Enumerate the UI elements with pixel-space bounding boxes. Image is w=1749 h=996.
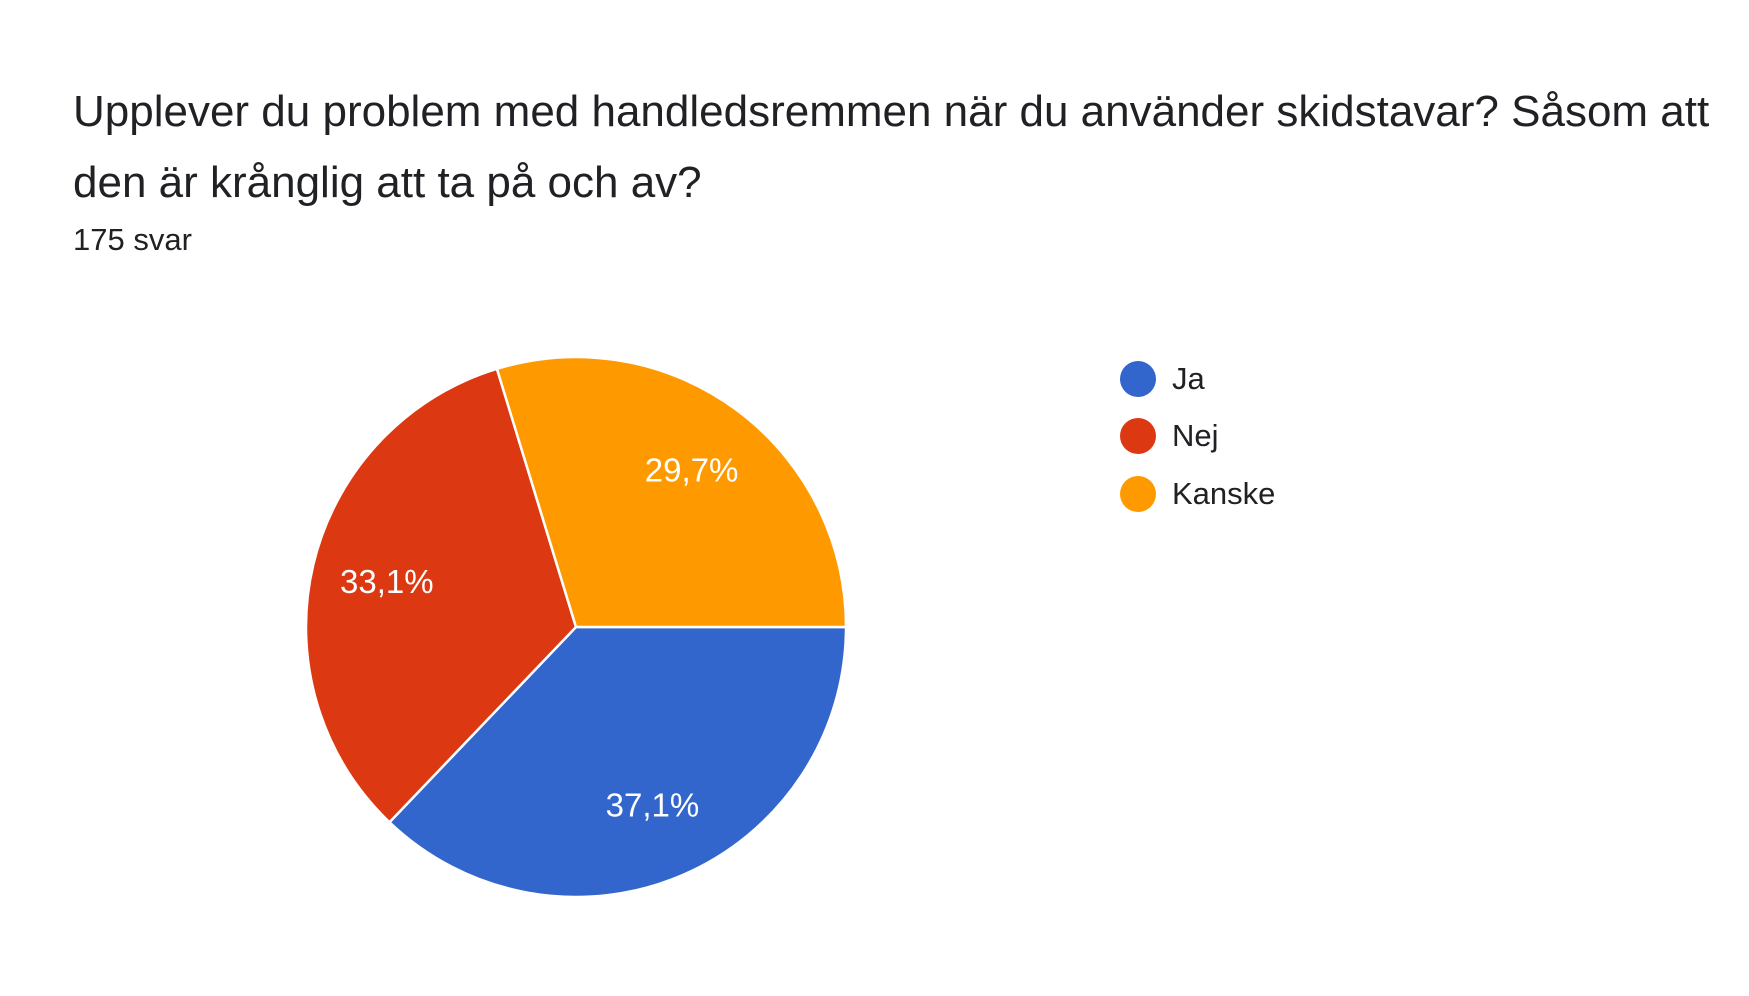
legend: Ja Nej Kanske bbox=[1120, 350, 1275, 523]
slice-label: 37,1% bbox=[606, 787, 700, 824]
legend-label: Kanske bbox=[1172, 475, 1276, 511]
pie-slice-ja[interactable] bbox=[387, 625, 848, 899]
question-title: Upplever du problem med handledsremmen n… bbox=[73, 87, 1710, 207]
legend-swatch-icon bbox=[1120, 360, 1156, 397]
legend-swatch-icon bbox=[1120, 418, 1156, 455]
slice-label: 33,1% bbox=[340, 563, 434, 600]
pie-slice-nej[interactable] bbox=[304, 367, 578, 824]
legend-label: Nej bbox=[1172, 418, 1219, 454]
legend-item-ja[interactable]: Ja bbox=[1120, 350, 1275, 408]
pie-slice-kanske[interactable] bbox=[495, 355, 848, 629]
response-count: 175 svar bbox=[73, 222, 192, 257]
legend-item-kanske[interactable]: Kanske bbox=[1120, 465, 1275, 523]
legend-label: Ja bbox=[1172, 360, 1205, 396]
legend-item-nej[interactable]: Nej bbox=[1120, 408, 1275, 466]
legend-swatch-icon bbox=[1120, 475, 1156, 512]
slice-label: 29,7% bbox=[645, 452, 739, 489]
